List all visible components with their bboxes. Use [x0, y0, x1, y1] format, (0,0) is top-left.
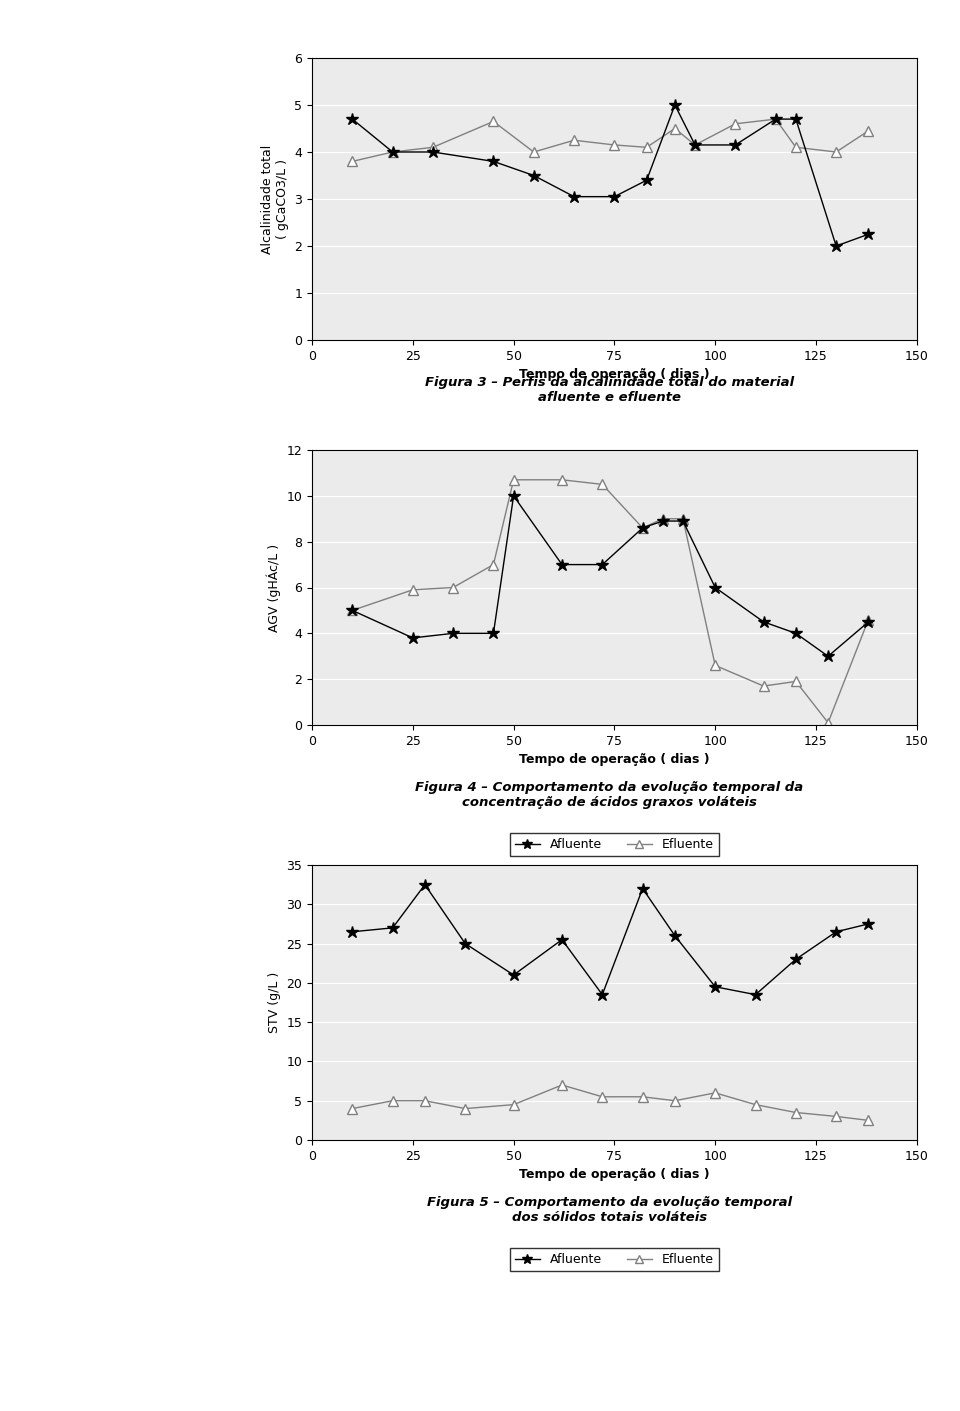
- Legend: Afluente, Efluente: Afluente, Efluente: [510, 452, 719, 474]
- X-axis label: Tempo de operação ( dias ): Tempo de operação ( dias ): [519, 753, 709, 766]
- Text: Figura 3 – Perfis da alcalinidade total do material
afluente e efluente: Figura 3 – Perfis da alcalinidade total …: [425, 375, 794, 404]
- X-axis label: Tempo de operação ( dias ): Tempo de operação ( dias ): [519, 1168, 709, 1181]
- Text: Figura 4 – Comportamento da evolução temporal da
concentração de ácidos graxos v: Figura 4 – Comportamento da evolução tem…: [416, 782, 804, 809]
- Legend: Afluente, Efluente: Afluente, Efluente: [510, 1249, 719, 1271]
- Y-axis label: STV (g/L ): STV (g/L ): [268, 972, 281, 1033]
- X-axis label: Tempo de operação ( dias ): Tempo de operação ( dias ): [519, 368, 709, 381]
- Y-axis label: AGV (gHÁc/L ): AGV (gHÁc/L ): [266, 543, 281, 632]
- Legend: Afluente, Efluente: Afluente, Efluente: [510, 834, 719, 856]
- Y-axis label: Alcalinidade total
( gCaCO3/L ): Alcalinidade total ( gCaCO3/L ): [261, 144, 289, 254]
- Text: Figura 5 – Comportamento da evolução temporal
dos sólidos totais voláteis: Figura 5 – Comportamento da evolução tem…: [427, 1197, 792, 1223]
